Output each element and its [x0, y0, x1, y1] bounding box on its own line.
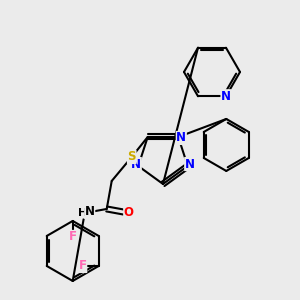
Text: N: N: [176, 131, 186, 145]
Text: N: N: [131, 158, 141, 170]
Text: F: F: [79, 260, 87, 272]
Text: N: N: [85, 206, 95, 218]
Text: F: F: [69, 230, 77, 244]
Text: N: N: [185, 158, 195, 170]
Text: H: H: [78, 208, 87, 218]
Text: N: N: [221, 90, 231, 103]
Text: S: S: [128, 151, 136, 164]
Text: O: O: [124, 206, 134, 220]
